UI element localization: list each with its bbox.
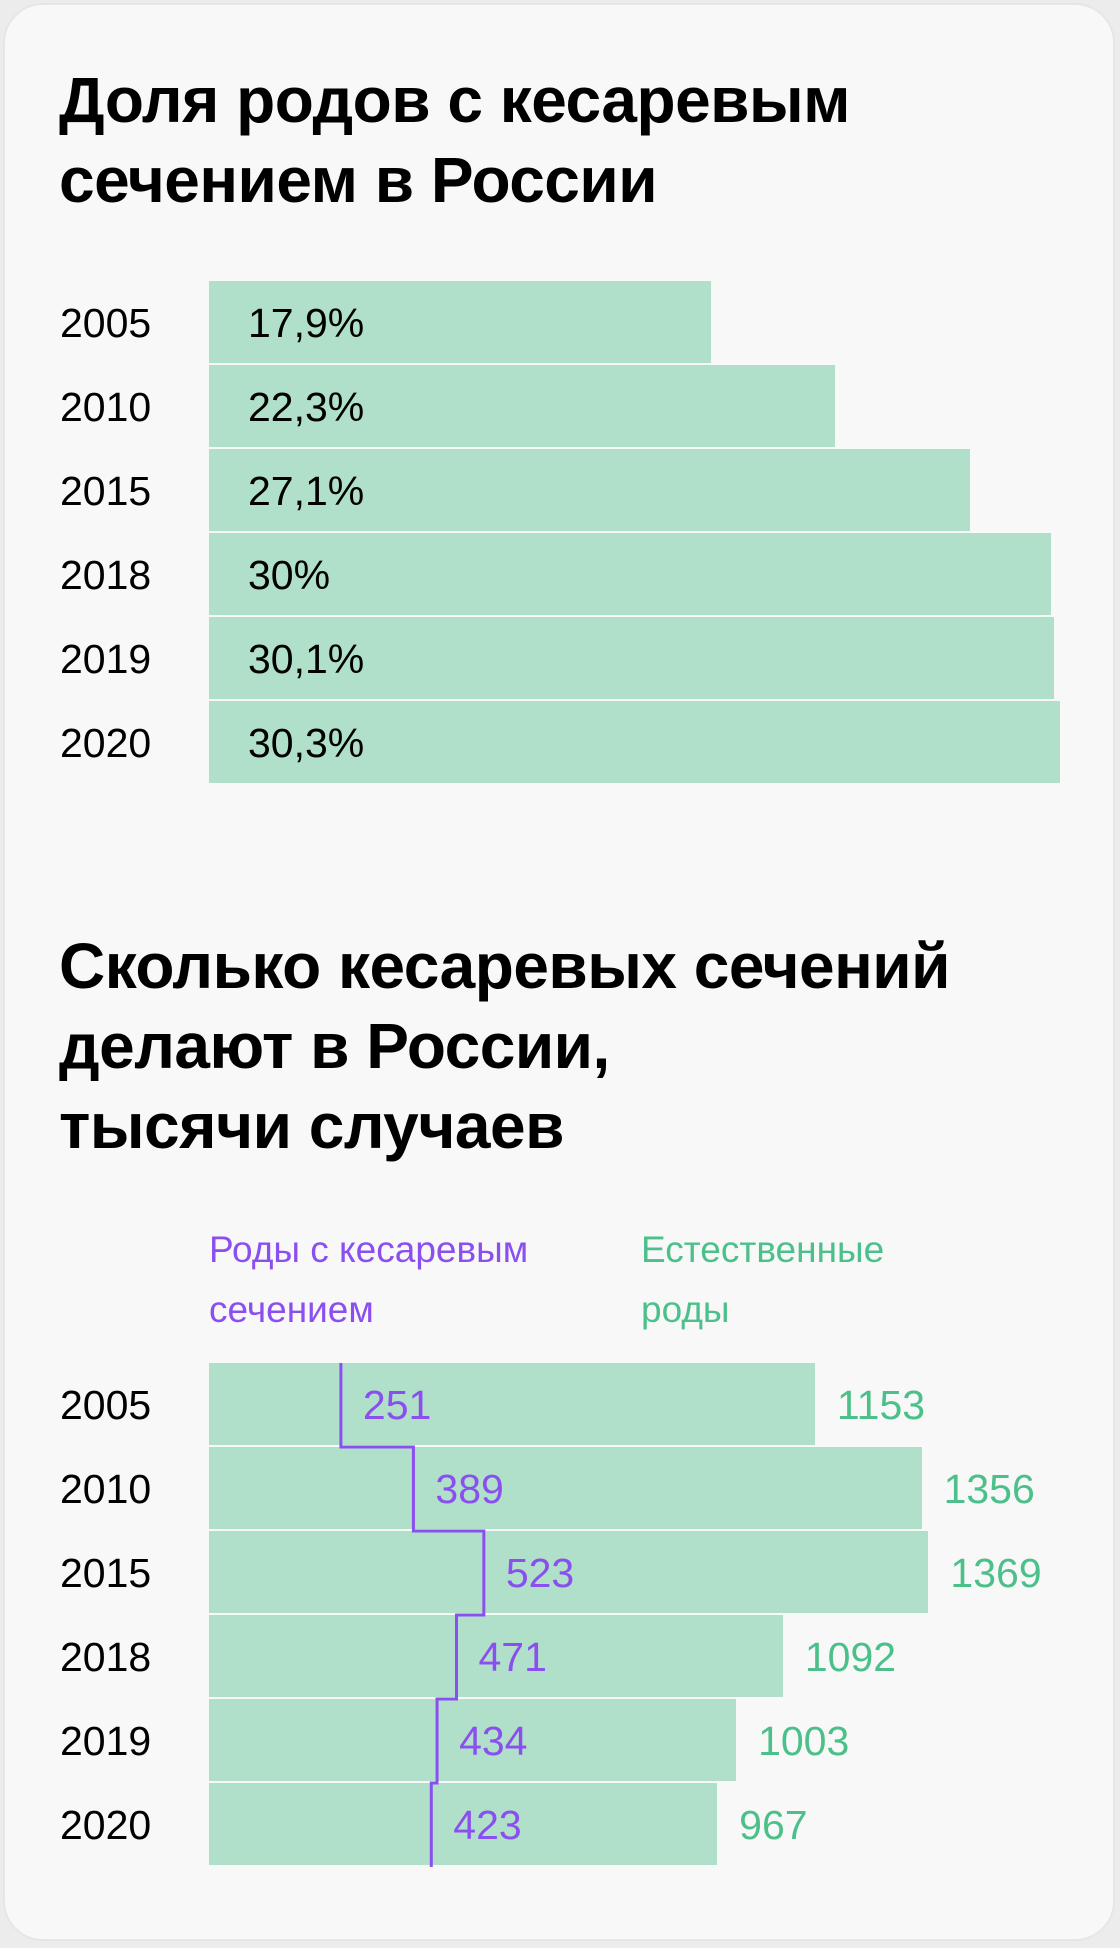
bar bbox=[209, 701, 1060, 783]
natural-value-label: 1092 bbox=[804, 1634, 897, 1680]
year-label: 2020 bbox=[60, 1802, 152, 1848]
year-label: 2015 bbox=[60, 1550, 152, 1596]
year-label: 2020 bbox=[60, 720, 152, 766]
natural-bar bbox=[209, 1531, 929, 1613]
year-label: 2005 bbox=[60, 1382, 152, 1428]
caesarean-value-label: 434 bbox=[459, 1718, 528, 1764]
caesarean-value-label: 251 bbox=[362, 1382, 432, 1428]
chart-title-share: Доля родов с кесаревым сечением в России bbox=[59, 64, 851, 216]
bar bbox=[209, 365, 835, 447]
natural-value-label: 1003 bbox=[758, 1718, 850, 1764]
year-label: 2019 bbox=[60, 636, 152, 682]
natural-value-label: 1369 bbox=[950, 1550, 1042, 1596]
bar bbox=[209, 449, 970, 531]
year-label: 2010 bbox=[60, 1466, 152, 1512]
chart-title-count: Сколько кесаревых сечений делают в Росси… bbox=[59, 930, 950, 1162]
legend-natural: Естественные роды bbox=[641, 1229, 885, 1330]
value-label: 22,3% bbox=[248, 384, 365, 430]
year-label: 2018 bbox=[60, 1634, 152, 1680]
year-label: 2010 bbox=[60, 384, 152, 430]
bar bbox=[209, 281, 712, 363]
value-label: 30% bbox=[248, 552, 331, 598]
natural-bar bbox=[209, 1783, 718, 1865]
value-label: 17,9% bbox=[248, 300, 365, 346]
caesarean-step-line bbox=[339, 1363, 486, 1867]
bar bbox=[209, 617, 1054, 699]
natural-value-label: 967 bbox=[739, 1802, 808, 1848]
caesarean-value-label: 471 bbox=[478, 1634, 547, 1680]
legend-caesarean: Роды с кесаревым сечением bbox=[209, 1229, 529, 1330]
year-label: 2005 bbox=[60, 300, 152, 346]
natural-bar bbox=[209, 1615, 783, 1697]
natural-bar bbox=[209, 1363, 815, 1445]
natural-bar bbox=[209, 1447, 922, 1529]
bar bbox=[209, 533, 1052, 615]
year-label: 2019 bbox=[60, 1718, 152, 1764]
natural-bar bbox=[209, 1699, 737, 1781]
natural-value-label: 1153 bbox=[836, 1382, 926, 1428]
value-label: 30,1% bbox=[248, 636, 365, 682]
year-label: 2015 bbox=[60, 468, 152, 514]
value-label: 30,3% bbox=[248, 720, 365, 766]
caesarean-value-label: 523 bbox=[505, 1550, 575, 1596]
value-label: 27,1% bbox=[248, 468, 365, 514]
year-label: 2018 bbox=[60, 552, 152, 598]
caesarean-value-label: 423 bbox=[453, 1802, 522, 1848]
natural-value-label: 1356 bbox=[943, 1466, 1035, 1512]
caesarean-value-label: 389 bbox=[435, 1466, 504, 1512]
